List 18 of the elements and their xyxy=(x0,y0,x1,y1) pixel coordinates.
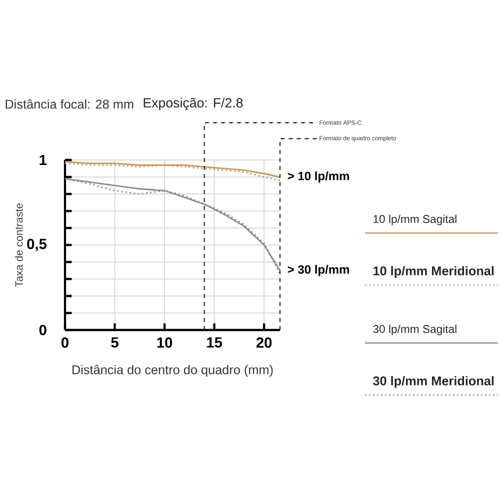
y-axis-title: Taxa de contraste xyxy=(14,203,23,287)
y-tick-label: 0 xyxy=(39,324,46,336)
x-tick-label: 5 xyxy=(111,337,118,348)
y-tick-label: 0,5 xyxy=(27,238,47,252)
chart-subtitle: Exposição: F/2.8 xyxy=(144,98,243,110)
x-tick-label: 15 xyxy=(207,337,222,348)
x-tick-label: 10 xyxy=(157,337,172,348)
annotation: > 10 lp/mm xyxy=(288,171,349,183)
y-tick-label: 1 xyxy=(40,154,47,166)
text: 10 lp/mm Meridional xyxy=(374,266,494,278)
text: 30 lp/mm Sagital xyxy=(373,324,456,336)
annotation: > 30 lp/mm xyxy=(288,264,349,276)
x-tick-label: 0 xyxy=(62,337,68,348)
chart-title: Distância focal: 28 mm xyxy=(6,99,134,109)
text: 10 lp/mm Sagital xyxy=(374,214,456,226)
x-tick-label: 20 xyxy=(256,337,272,348)
x-axis-title: Distância do centro do quadro (mm) xyxy=(72,364,273,377)
text: 30 lp/mm Meridional xyxy=(373,376,494,388)
